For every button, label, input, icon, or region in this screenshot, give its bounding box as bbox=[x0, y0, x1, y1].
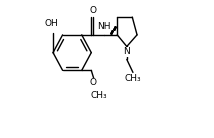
Text: CH₃: CH₃ bbox=[125, 74, 141, 83]
Text: CH₃: CH₃ bbox=[91, 91, 107, 100]
Text: OH: OH bbox=[44, 19, 58, 28]
Text: N: N bbox=[123, 47, 130, 56]
Text: O: O bbox=[89, 6, 96, 15]
Text: NH: NH bbox=[98, 22, 111, 31]
Text: O: O bbox=[90, 78, 97, 87]
